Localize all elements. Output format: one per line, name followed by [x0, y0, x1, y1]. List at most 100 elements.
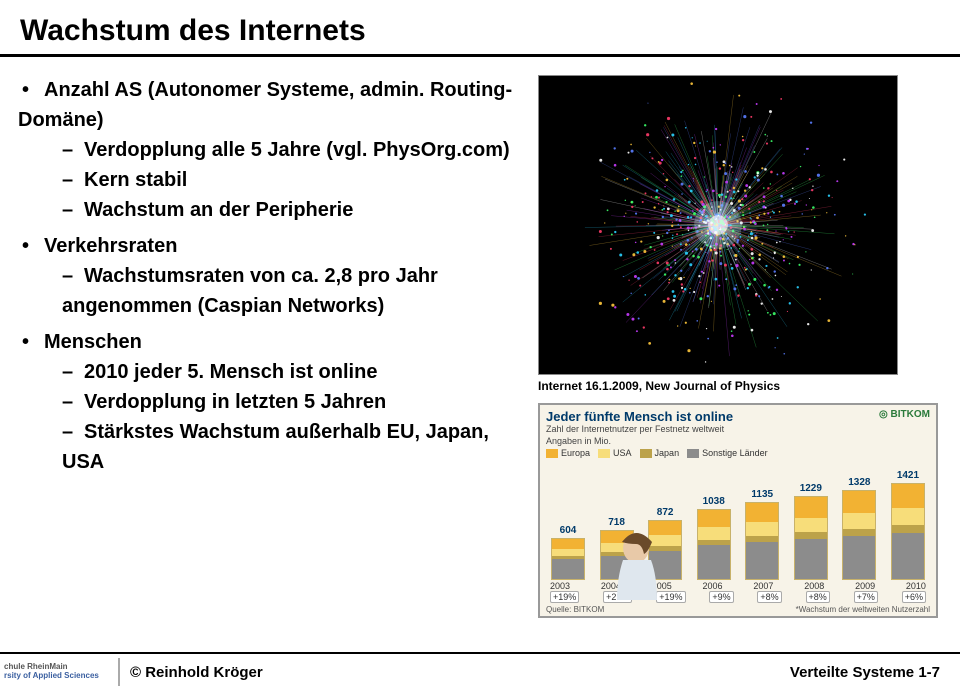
bar-value-label: 1328: [848, 477, 870, 488]
legend-swatch: [640, 449, 652, 458]
legend-item: Europa: [546, 448, 590, 458]
footer-logo: chule RheinMain rsity of Applied Science…: [0, 658, 120, 686]
bar-stack: [794, 496, 828, 580]
legend-item: Sonstige Länder: [687, 448, 768, 458]
legend-item: USA: [598, 448, 632, 458]
bar-stack: [891, 483, 925, 580]
bar-segment: [698, 545, 730, 579]
growth-label: +7%: [854, 591, 878, 603]
legend-label: Japan: [655, 448, 680, 458]
year-label: 2006: [703, 581, 723, 591]
sub-bullet-item: Verdopplung alle 5 Jahre (vgl. PhysOrg.c…: [62, 135, 518, 165]
bar-segment: [795, 539, 827, 579]
legend-swatch: [687, 449, 699, 458]
legend-label: Sonstige Länder: [702, 448, 768, 458]
title-rule: [0, 54, 960, 57]
bar-value-label: 1135: [751, 489, 773, 500]
legend-swatch: [546, 449, 558, 458]
bar-value-label: 1421: [897, 470, 919, 481]
bar-segment: [843, 513, 875, 529]
bar-segment: [892, 484, 924, 508]
year-label: 2008: [804, 581, 824, 591]
bar-segment: [795, 518, 827, 533]
bullet-label: Anzahl AS (Autonomer Systeme, admin. Rou…: [18, 79, 512, 131]
legend-swatch: [598, 449, 610, 458]
sub-bullet-item: Wachstumsraten von ca. 2,8 pro Jahr ange…: [62, 261, 518, 321]
bar-value-label: 1038: [703, 496, 725, 507]
chart-legend: Europa USA Japan Sonstige Länder: [546, 448, 930, 458]
year-label: 2003: [550, 581, 570, 591]
bar-stack: [551, 538, 585, 580]
bullet-item: Verkehrsraten Wachstumsraten von ca. 2,8 …: [18, 231, 518, 321]
sub-bullet-item: Kern stabil: [62, 165, 518, 195]
bar-stack: [697, 509, 731, 580]
bar-segment: [552, 559, 584, 579]
bar-segment: [843, 491, 875, 513]
bar-value-label: 1229: [800, 483, 822, 494]
bar-stack: [745, 502, 779, 580]
bar-segment: [746, 503, 778, 522]
chart-subtitle: Zahl der Internetnutzer per Festnetz wel…: [546, 424, 733, 434]
chart-unit: Angaben in Mio.: [546, 436, 733, 446]
growth-label: +8%: [757, 591, 781, 603]
growth-label: +6%: [902, 591, 926, 603]
year-label: 2007: [753, 581, 773, 591]
sub-bullet-item: Wachstum an der Peripherie: [62, 195, 518, 225]
growth-label: +19%: [550, 591, 579, 603]
chart-source-left: Quelle: BITKOM: [546, 605, 604, 614]
chart-title: Jeder fünfte Mensch ist online: [546, 409, 733, 424]
network-visualization: [538, 75, 898, 375]
bullet-label: Menschen: [44, 331, 142, 353]
year-label: 2010: [906, 581, 926, 591]
legend-label: USA: [613, 448, 632, 458]
footer-right: Verteilte Systeme 1-7: [790, 664, 940, 681]
growth-label: +8%: [806, 591, 830, 603]
bar-segment: [552, 539, 584, 549]
bar-stack: [842, 490, 876, 580]
legend-item: Japan: [640, 448, 680, 458]
legend-label: Europa: [561, 448, 590, 458]
network-caption: Internet 16.1.2009, New Journal of Physi…: [538, 379, 918, 393]
bar-column: 1229: [791, 483, 831, 580]
bar-segment: [795, 497, 827, 517]
footer-logo-line1: chule RheinMain: [4, 662, 114, 671]
footer: chule RheinMain rsity of Applied Science…: [0, 654, 960, 690]
bar-value-label: 604: [560, 525, 577, 536]
bar-segment: [746, 522, 778, 536]
bar-value-label: 718: [608, 517, 625, 528]
bar-segment: [698, 527, 730, 539]
right-column: Internet 16.1.2009, New Journal of Physi…: [518, 75, 918, 618]
footer-logo-line2: rsity of Applied Sciences: [4, 671, 114, 680]
year-label: 2009: [855, 581, 875, 591]
bullet-label: Verkehrsraten: [44, 235, 177, 257]
content-area: Anzahl AS (Autonomer Systeme, admin. Rou…: [0, 75, 960, 618]
bar-column: 604: [548, 525, 588, 580]
left-column: Anzahl AS (Autonomer Systeme, admin. Rou…: [18, 75, 518, 618]
bar-segment: [843, 529, 875, 536]
bar-segment: [746, 542, 778, 579]
growth-label: +9%: [709, 591, 733, 603]
bar-segment: [698, 510, 730, 527]
bar-segment: [892, 508, 924, 525]
bar-column: 1421: [888, 470, 928, 580]
footer-author: © Reinhold Kröger: [130, 664, 263, 681]
bar-segment: [843, 536, 875, 579]
bar-column: 1135: [742, 489, 782, 580]
bar-value-label: 872: [657, 507, 674, 518]
person-icon: [600, 528, 674, 628]
chart-brand-label: BITKOM: [891, 409, 930, 420]
bullet-item: Anzahl AS (Autonomer Systeme, admin. Rou…: [18, 75, 518, 225]
bar-column: 1328: [839, 477, 879, 580]
users-chart: Jeder fünfte Mensch ist online Zahl der …: [538, 403, 938, 618]
chart-brand: ◎ BITKOM: [879, 409, 930, 420]
slide-title: Wachstum des Internets: [0, 0, 960, 54]
chart-source-right: *Wachstum der weltweiten Nutzerzahl: [796, 605, 930, 614]
sub-bullet-item: 2010 jeder 5. Mensch ist online: [62, 357, 518, 387]
bullet-item: Menschen 2010 jeder 5. Mensch ist onlineV…: [18, 327, 518, 477]
bar-column: 1038: [694, 496, 734, 580]
bar-segment: [892, 525, 924, 533]
bar-segment: [552, 549, 584, 556]
bar-segment: [892, 533, 924, 579]
sub-bullet-item: Stärkstes Wachstum außerhalb EU, Japan, …: [62, 417, 518, 477]
sub-bullet-item: Verdopplung in letzten 5 Jahren: [62, 387, 518, 417]
